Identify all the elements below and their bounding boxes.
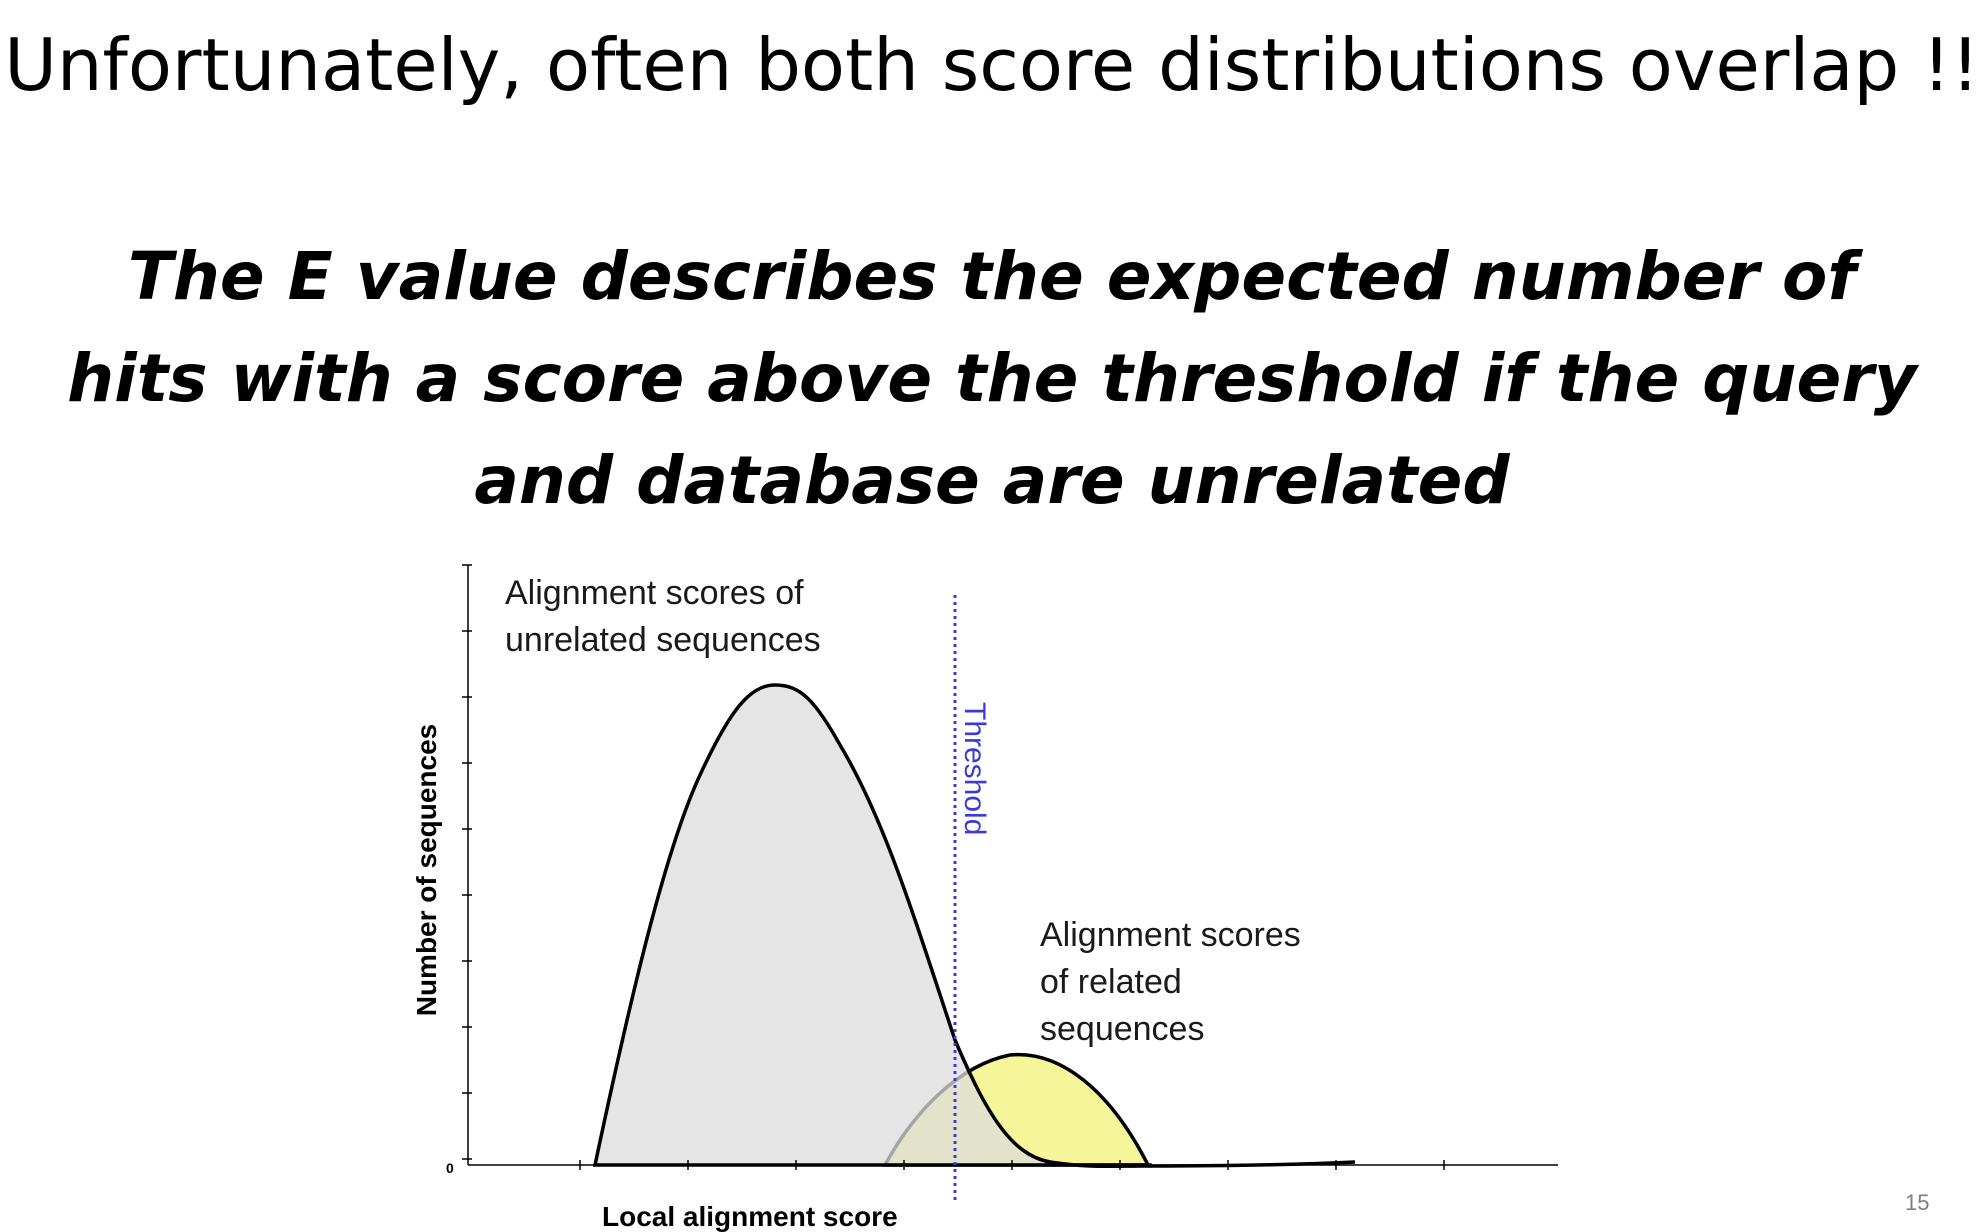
x-axis-ticks <box>579 1160 1445 1170</box>
page-number: 15 <box>1905 1190 1930 1215</box>
related-label-line-2: of related <box>1040 963 1182 1001</box>
subtitle-line-2: hits with a score above the threshold if… <box>67 340 1917 417</box>
related-label: Alignment scores of related sequences <box>1040 916 1310 1048</box>
y-axis-label: Number of sequences <box>411 724 442 1017</box>
unrelated-distribution-area <box>592 683 1152 1169</box>
related-label-line-3: sequences <box>1040 1010 1204 1048</box>
x-axis-label: Local alignment score <box>602 1201 898 1232</box>
unrelated-label: Alignment scores of unrelated sequences <box>505 574 821 659</box>
unrelated-label-line-1: Alignment scores of <box>505 574 804 612</box>
subtitle-line-1: The E value describes the expected numbe… <box>127 238 1857 315</box>
threshold-label: Threshold <box>958 702 991 835</box>
subtitle-line-3: and database are unrelated <box>474 442 1510 519</box>
slide-title: Unfortunately, often both score distribu… <box>4 23 1980 107</box>
y-axis-ticks <box>462 564 472 1160</box>
related-label-line-1: Alignment scores <box>1040 916 1301 954</box>
unrelated-label-line-2: unrelated sequences <box>505 621 821 659</box>
slide-subtitle: The E value describes the expected numbe… <box>0 226 1984 532</box>
y-origin-label: 0 <box>446 1160 454 1176</box>
